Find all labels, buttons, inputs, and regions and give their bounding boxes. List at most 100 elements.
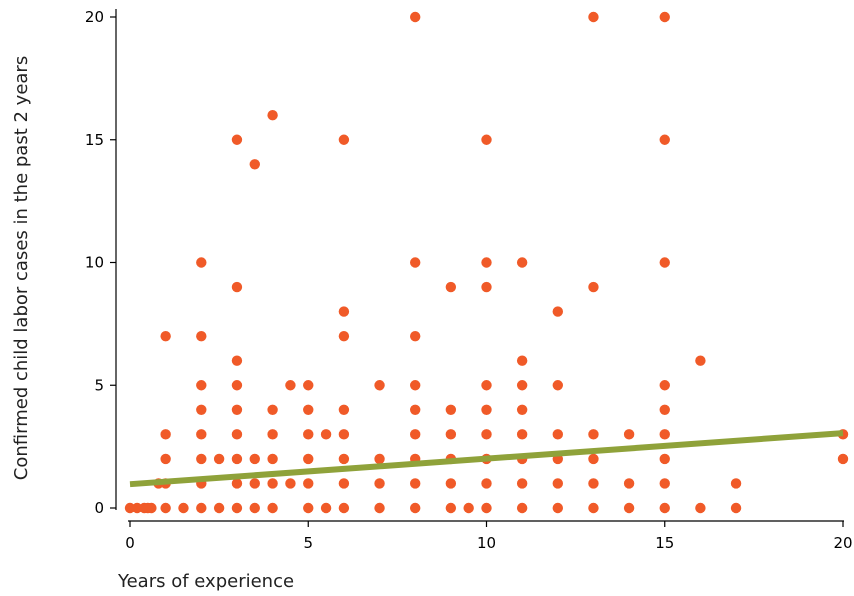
data-point <box>374 453 385 465</box>
data-point <box>481 429 492 440</box>
data-point <box>231 478 243 489</box>
data-point <box>516 502 528 514</box>
data-point <box>516 478 528 489</box>
data-point <box>374 380 385 391</box>
data-point <box>516 429 528 440</box>
data-point <box>131 502 143 514</box>
data-point <box>516 404 528 415</box>
data-point <box>338 404 350 415</box>
data-point <box>481 404 492 415</box>
data-point <box>320 502 332 514</box>
data-point <box>481 478 492 489</box>
data-point <box>231 429 243 440</box>
data-point <box>588 11 599 23</box>
data-point <box>196 257 207 268</box>
x-axis-title: Years of experience <box>117 571 294 592</box>
data-point <box>338 330 350 342</box>
data-point <box>695 502 706 514</box>
fit-line-layer <box>129 430 844 488</box>
data-point <box>267 429 278 440</box>
data-point <box>303 404 314 415</box>
data-point <box>410 11 421 23</box>
y-axis-title: Confirmed child labor cases in the past … <box>11 56 32 480</box>
data-point <box>249 453 260 465</box>
data-point <box>695 355 706 366</box>
data-point <box>410 257 421 268</box>
data-point <box>623 478 635 489</box>
y-tick-label: 0 <box>94 499 104 517</box>
data-point <box>146 502 157 514</box>
x-tick-label: 0 <box>125 534 135 552</box>
data-point <box>837 453 849 465</box>
data-point <box>267 404 278 415</box>
data-point <box>410 330 421 342</box>
data-point <box>623 429 635 440</box>
data-point <box>303 429 314 440</box>
data-point <box>249 478 260 489</box>
data-point <box>231 404 243 415</box>
data-point <box>338 453 350 465</box>
data-point <box>160 330 171 342</box>
data-point <box>516 380 528 391</box>
data-point <box>196 330 207 342</box>
data-point <box>481 281 492 293</box>
data-point <box>623 502 635 514</box>
data-point <box>303 380 314 391</box>
x-tick-label: 15 <box>655 534 674 552</box>
data-point <box>659 134 670 145</box>
data-point <box>267 478 278 489</box>
data-point <box>249 502 260 514</box>
data-point <box>410 380 421 391</box>
data-point <box>338 134 350 145</box>
data-point <box>588 502 599 514</box>
data-point <box>231 134 243 145</box>
data-point <box>659 478 670 489</box>
data-point <box>730 478 742 489</box>
data-point <box>410 502 421 514</box>
data-point <box>659 429 670 440</box>
y-tick-label: 10 <box>85 254 104 272</box>
data-point <box>267 453 278 465</box>
data-point <box>213 453 225 465</box>
data-point <box>196 404 207 415</box>
data-point <box>445 404 457 415</box>
data-point <box>231 380 243 391</box>
data-point <box>588 429 599 440</box>
data-point <box>552 502 563 514</box>
data-point <box>445 281 457 293</box>
data-point <box>231 453 243 465</box>
data-point <box>124 502 136 514</box>
data-point <box>552 380 563 391</box>
data-point <box>213 502 225 514</box>
data-point <box>588 478 599 489</box>
data-point <box>196 429 207 440</box>
data-point <box>659 502 670 514</box>
data-point <box>481 257 492 268</box>
data-point <box>338 478 350 489</box>
x-tick-label: 10 <box>477 534 496 552</box>
data-point <box>516 257 528 268</box>
data-point <box>178 502 189 514</box>
y-tick-label: 5 <box>94 376 104 394</box>
data-point <box>410 478 421 489</box>
data-point <box>303 453 314 465</box>
fit-line <box>129 430 844 488</box>
data-point <box>196 380 207 391</box>
data-point <box>338 306 350 317</box>
data-point <box>445 502 457 514</box>
x-tick-label: 5 <box>303 534 313 552</box>
data-point <box>588 281 599 293</box>
data-point <box>481 380 492 391</box>
data-point <box>285 380 296 391</box>
data-point <box>303 502 314 514</box>
data-point <box>338 429 350 440</box>
axes-layer: 0 5 10 15 20 0 5 10 15 20 <box>85 8 853 552</box>
data-point <box>285 478 296 489</box>
data-point <box>249 159 260 170</box>
data-point <box>303 478 314 489</box>
data-point <box>338 502 350 514</box>
data-point <box>231 502 243 514</box>
data-point <box>516 355 528 366</box>
x-tick-label: 20 <box>833 534 852 552</box>
